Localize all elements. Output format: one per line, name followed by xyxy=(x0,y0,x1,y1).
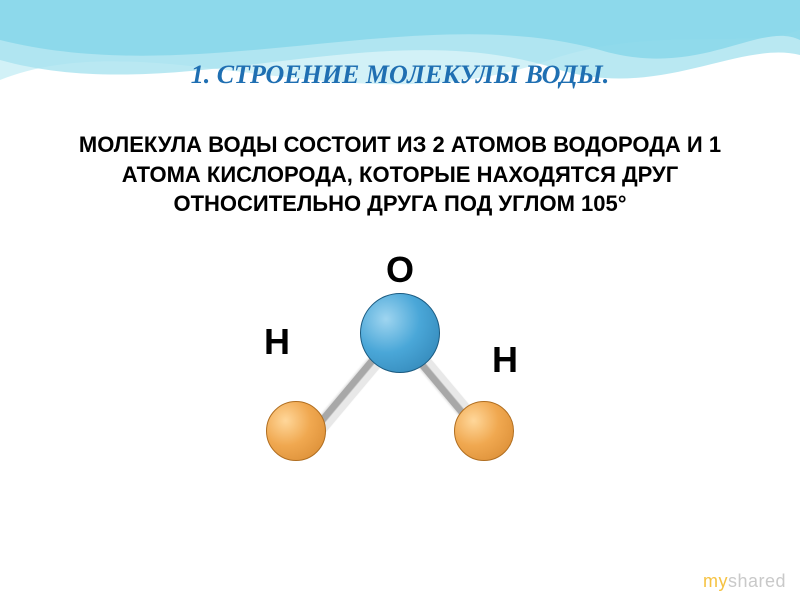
slide-content: 1. СТРОЕНИЕ МОЛЕКУЛЫ ВОДЫ. МОЛЕКУЛА ВОДЫ… xyxy=(0,0,800,509)
oxygen-label: О xyxy=(386,249,414,291)
slide-description: МОЛЕКУЛА ВОДЫ СОСТОИТ ИЗ 2 АТОМОВ ВОДОРО… xyxy=(0,130,800,219)
desc-line-2: АТОМА КИСЛОРОДА, КОТОРЫЕ НАХОДЯТСЯ ДРУГ xyxy=(122,162,678,187)
water-molecule-diagram: О Н Н xyxy=(230,249,570,509)
watermark-suffix: shared xyxy=(728,571,786,591)
hydrogen-left-label: Н xyxy=(264,321,290,363)
slide-title: 1. СТРОЕНИЕ МОЛЕКУЛЫ ВОДЫ. xyxy=(0,60,800,90)
hydrogen-atom-right xyxy=(454,401,514,461)
watermark: myshared xyxy=(703,571,786,592)
watermark-accent: my xyxy=(703,571,728,591)
desc-line-1: МОЛЕКУЛА ВОДЫ СОСТОИТ ИЗ 2 АТОМОВ ВОДОРО… xyxy=(79,132,721,157)
hydrogen-atom-left xyxy=(266,401,326,461)
hydrogen-right-label: Н xyxy=(492,339,518,381)
desc-line-3: ОТНОСИТЕЛЬНО ДРУГА ПОД УГЛОМ 105° xyxy=(173,191,626,216)
oxygen-atom xyxy=(360,293,440,373)
